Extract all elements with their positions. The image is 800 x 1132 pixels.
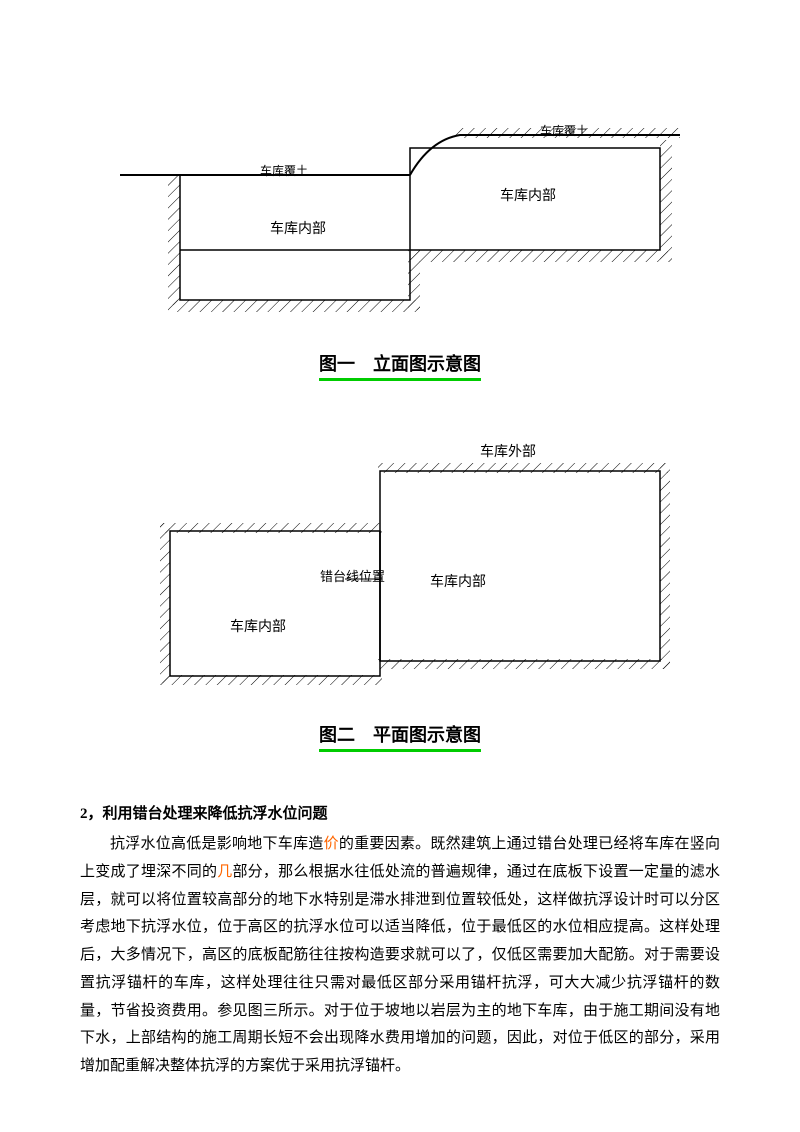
- label-interior-left-1: 车库内部: [270, 218, 326, 238]
- label-step-line: 错台线位置: [320, 566, 385, 585]
- body-paragraph: 抗浮水位高低是影响地下车库造价的重要因素。既然建筑上通过错台处理已经将车库在竖向…: [80, 831, 720, 1081]
- caption-1: 图一 立面图示意图: [319, 350, 481, 381]
- label-interior-right-1: 车库内部: [500, 185, 556, 205]
- label-cover-right: 车库覆土: [540, 122, 588, 139]
- elevation-diagram: 车库覆土 车库覆土 车库内部 车库内部: [120, 120, 680, 320]
- label-interior-right-2: 车库内部: [430, 571, 486, 591]
- section-heading: 2，利用错台处理来降低抗浮水位问题: [80, 802, 720, 823]
- label-exterior: 车库外部: [480, 441, 536, 461]
- label-cover-left: 车库覆土: [260, 162, 308, 179]
- label-interior-left-2: 车库内部: [230, 616, 286, 636]
- plan-diagram: 车库外部 车库内部 车库内部 错台线位置: [120, 431, 680, 691]
- caption-2: 图二 平面图示意图: [319, 721, 481, 752]
